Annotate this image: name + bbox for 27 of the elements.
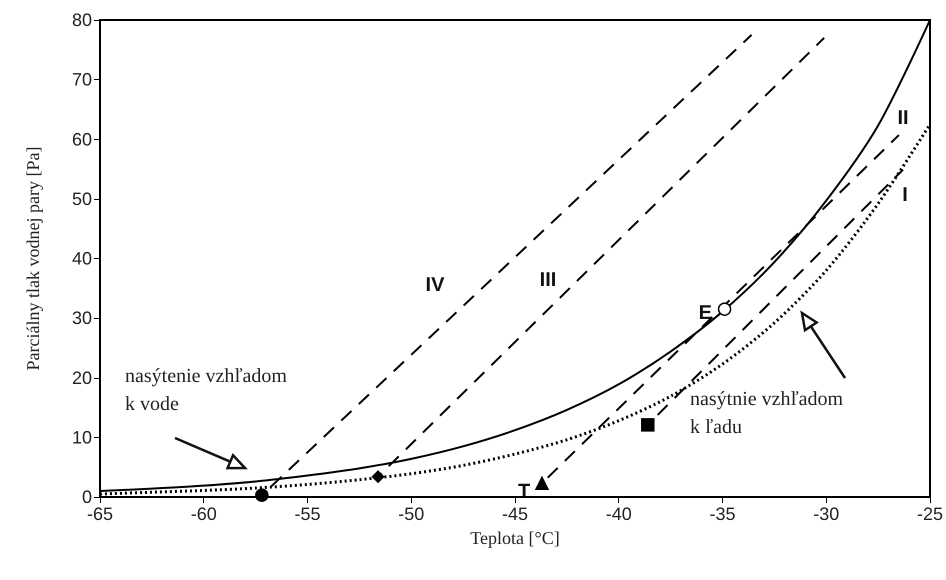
x-tick-label: -50 — [398, 504, 424, 524]
annotation: nasýtnie vzhľadom k ľadu — [690, 388, 844, 438]
x-tick-label: -35 — [709, 504, 736, 524]
x-tick-label: -30 — [813, 504, 840, 524]
annotation: III — [540, 269, 556, 291]
y-tick-label: 70 — [72, 70, 92, 90]
y-tick-label: 0 — [82, 487, 92, 507]
y-tick-label: 10 — [72, 427, 92, 448]
annotation: nasýtenie vzhľadom k vode — [125, 365, 288, 415]
x-tick-label: -45 — [502, 504, 528, 524]
x-tick-label: -25 — [916, 504, 943, 524]
y-tick-label: 80 — [72, 10, 92, 30]
annotation: II — [897, 107, 909, 129]
x-tick-label: -55 — [294, 504, 321, 524]
y-tick-label: 30 — [72, 308, 92, 328]
annotation: IV — [426, 274, 446, 296]
y-tick-label: 50 — [72, 188, 92, 209]
y-tick-label: 60 — [72, 129, 92, 150]
annotation: I — [902, 184, 908, 206]
y-tick-label: 20 — [72, 368, 92, 388]
x-axis-title: Teplota [°C] — [470, 528, 560, 548]
x-tick-label: -60 — [190, 504, 217, 524]
x-tick-label: -65 — [86, 504, 114, 524]
y-axis-title: Parciálny tlak vodnej pary [Pa] — [23, 146, 43, 370]
annotation: E — [698, 302, 712, 324]
y-tick-label: 40 — [72, 248, 92, 268]
x-tick-label: -40 — [606, 504, 632, 524]
